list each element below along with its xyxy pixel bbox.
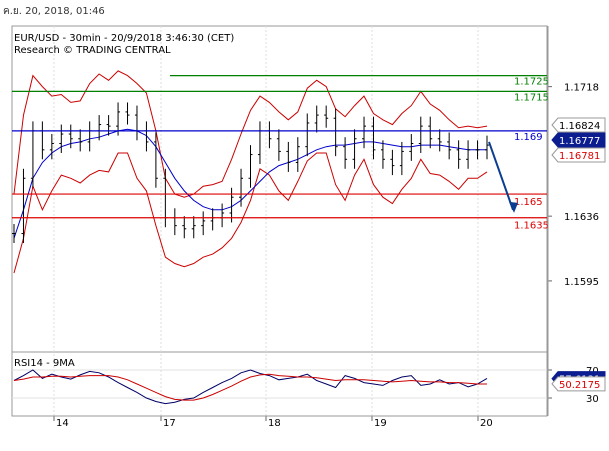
x-tick-label: 20	[480, 418, 493, 429]
price-tag-box	[551, 132, 606, 148]
y-tick-label: 1.1718	[564, 83, 599, 94]
rsi-line	[13, 369, 488, 405]
price-tag-label: 1.16777	[559, 136, 600, 147]
forecast-arrow-line	[488, 141, 514, 211]
price-tag-box	[551, 117, 606, 133]
level-label: 1.1715	[514, 92, 549, 103]
x-tick-label: 19	[374, 418, 387, 429]
price-tag-label: 1.16781	[559, 151, 600, 162]
level-label: 1.169	[514, 132, 543, 143]
x-tick-label: 14	[56, 418, 69, 429]
lower-band-line	[13, 152, 488, 274]
rsi-tag-label: 50.2175	[559, 380, 600, 391]
rsi-title: RSI14 - 9MA	[14, 358, 75, 369]
level-label: 1.1725	[514, 77, 549, 88]
upper-band-line	[13, 70, 488, 198]
level-label: 1.1635	[514, 221, 549, 232]
x-tick-label: 18	[268, 418, 281, 429]
moving-average-line	[13, 128, 487, 239]
x-tick-label: 17	[163, 418, 176, 429]
level-label: 1.165	[514, 197, 543, 208]
rsi-ma-line	[13, 373, 487, 401]
forecast-arrowhead	[509, 201, 518, 213]
price-tag-label: 1.16824	[559, 121, 600, 132]
chart-title: EUR/USD - 30min - 20/9/2018 3:46:30 (CET…	[14, 33, 234, 44]
rsi-panel-frame	[11, 351, 548, 417]
rsi-tag-box	[551, 376, 606, 392]
timestamp-label: ค.ย. 20, 2018, 01:46	[3, 6, 105, 17]
price-panel-frame	[11, 25, 548, 353]
y-tick-label: 1.1636	[564, 212, 599, 223]
y-tick-label: 1.1595	[564, 277, 599, 288]
price-tag-box	[551, 147, 606, 163]
rsi-y-tick-label: 30	[586, 394, 599, 405]
chart-subtitle: Research © TRADING CENTRAL	[14, 45, 171, 56]
